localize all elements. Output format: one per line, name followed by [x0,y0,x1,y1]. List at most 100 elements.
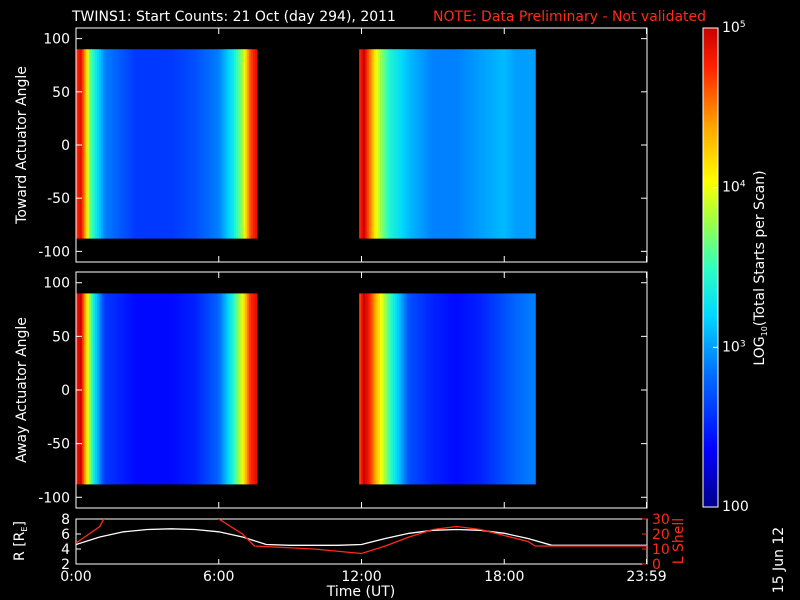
toward-heatmap-column [420,49,423,239]
toward-heatmap-column [381,49,385,239]
toward-heatmap-column [440,49,444,239]
toward-heatmap-column [479,49,482,239]
away-heatmap-column [112,293,115,485]
toward-heatmap-column [155,49,159,239]
away-heatmap-column [253,293,256,485]
toward-heatmap-column [456,49,459,239]
toward-heatmap-column [389,49,393,239]
toward-y-tick-label: 0 [61,138,70,154]
away-heatmap-column [182,293,186,485]
away-heatmap-column [374,293,377,485]
toward-heatmap-column [397,49,400,239]
toward-heatmap-column [161,49,165,239]
toward-heatmap-column [108,49,111,239]
away-heatmap-column [460,293,463,485]
away-x-ticks [75,272,648,508]
toward-heatmap-column [136,49,140,239]
toward-heatmap-column [152,49,155,239]
away-heatmap-column [178,293,182,485]
away-y-tick-label: 0 [61,383,70,399]
toward-heatmap-column [364,49,368,239]
away-heatmap-column [475,293,478,485]
away-heatmap-column [440,293,444,485]
away-heatmap-column [232,293,235,485]
toward-heatmap-column [418,49,421,239]
toward-heatmap-column [368,49,372,239]
toward-heatmap-column [249,49,252,239]
away-heatmap-column [410,293,414,485]
away-heatmap-column [205,293,208,485]
toward-heatmap-column [503,49,507,239]
toward-y-ticks: 100 50 0 -50 -100 [38,32,647,260]
colorbar-label: LOG10(Total Starts per Scan) [752,170,769,365]
toward-heatmap-column [528,49,532,239]
toward-heatmap-column [146,49,149,239]
toward-heatmap-column [439,49,442,239]
toward-heatmap-column [425,49,429,239]
away-heatmap-column [420,293,423,485]
away-heatmap-column [146,293,149,485]
away-heatmap-column [203,293,207,485]
away-heatmap-column [190,293,193,485]
away-heatmap-column [83,293,87,485]
toward-heatmap-column [482,49,486,239]
toward-heatmap-column [460,49,463,239]
toward-heatmap-column [159,49,163,239]
away-heatmap-column [528,293,532,485]
toward-heatmap-column [184,49,187,239]
toward-heatmap-column [524,49,528,239]
away-heatmap-column [169,293,172,485]
toward-heatmap-column [195,49,199,239]
away-heatmap-column [406,293,410,485]
toward-y-axis-label: Toward Actuator Angle [14,66,30,225]
away-heatmap-column [239,293,243,485]
away-heatmap-column [233,293,237,485]
away-heatmap-column [159,293,163,485]
toward-heatmap-column [131,49,134,239]
toward-actuator-panel: 100 50 0 -50 -100 Toward Actuator Angle [14,27,648,263]
away-heatmap-column [433,293,436,485]
away-heatmap-column [469,293,473,485]
toward-heatmap-column [499,49,503,239]
toward-heatmap-column [98,49,102,239]
toward-heatmap-column [395,49,398,239]
toward-heatmap-column [526,49,530,239]
toward-heatmap-column [100,49,104,239]
away-heatmap-column [155,293,159,485]
away-heatmap-column [442,293,446,485]
toward-heatmap-column [477,49,480,239]
away-heatmap-column [135,293,138,485]
toward-heatmap-column [93,49,96,239]
toward-heatmap-column [176,49,180,239]
toward-heatmap-column [230,49,233,239]
away-heatmap-column [186,293,189,485]
toward-heatmap-column [454,49,457,239]
toward-heatmap-column [148,49,151,239]
away-heatmap-column [400,293,404,485]
away-heatmap-column [224,293,227,485]
lshell-y-tick-label: 0 [652,557,661,573]
away-y-axis-label: Away Actuator Angle [14,317,30,463]
toward-heatmap-column [96,49,100,239]
away-heatmap-column [108,293,111,485]
toward-heatmap-column [383,49,387,239]
time-x-tick-label: 12:00 [341,569,381,585]
away-heatmap-column [125,293,128,485]
away-heatmap-column [534,293,536,485]
away-heatmap-column [471,293,474,485]
toward-y-tick-label: 50 [52,85,70,101]
away-heatmap-column [104,293,108,485]
away-heatmap-column [207,293,210,485]
away-heatmap-column [368,293,372,485]
toward-heatmap-column [463,49,467,239]
lshell-y-tick-label: 20 [652,527,670,543]
toward-heatmap-column [408,49,412,239]
toward-heatmap-column [133,49,136,239]
toward-y-tick-label: -50 [47,191,70,207]
toward-heatmap-column [442,49,446,239]
away-heatmap-column [391,293,394,485]
toward-heatmap-column [391,49,394,239]
away-heatmap-column [530,293,533,485]
away-heatmap-column [496,293,499,485]
